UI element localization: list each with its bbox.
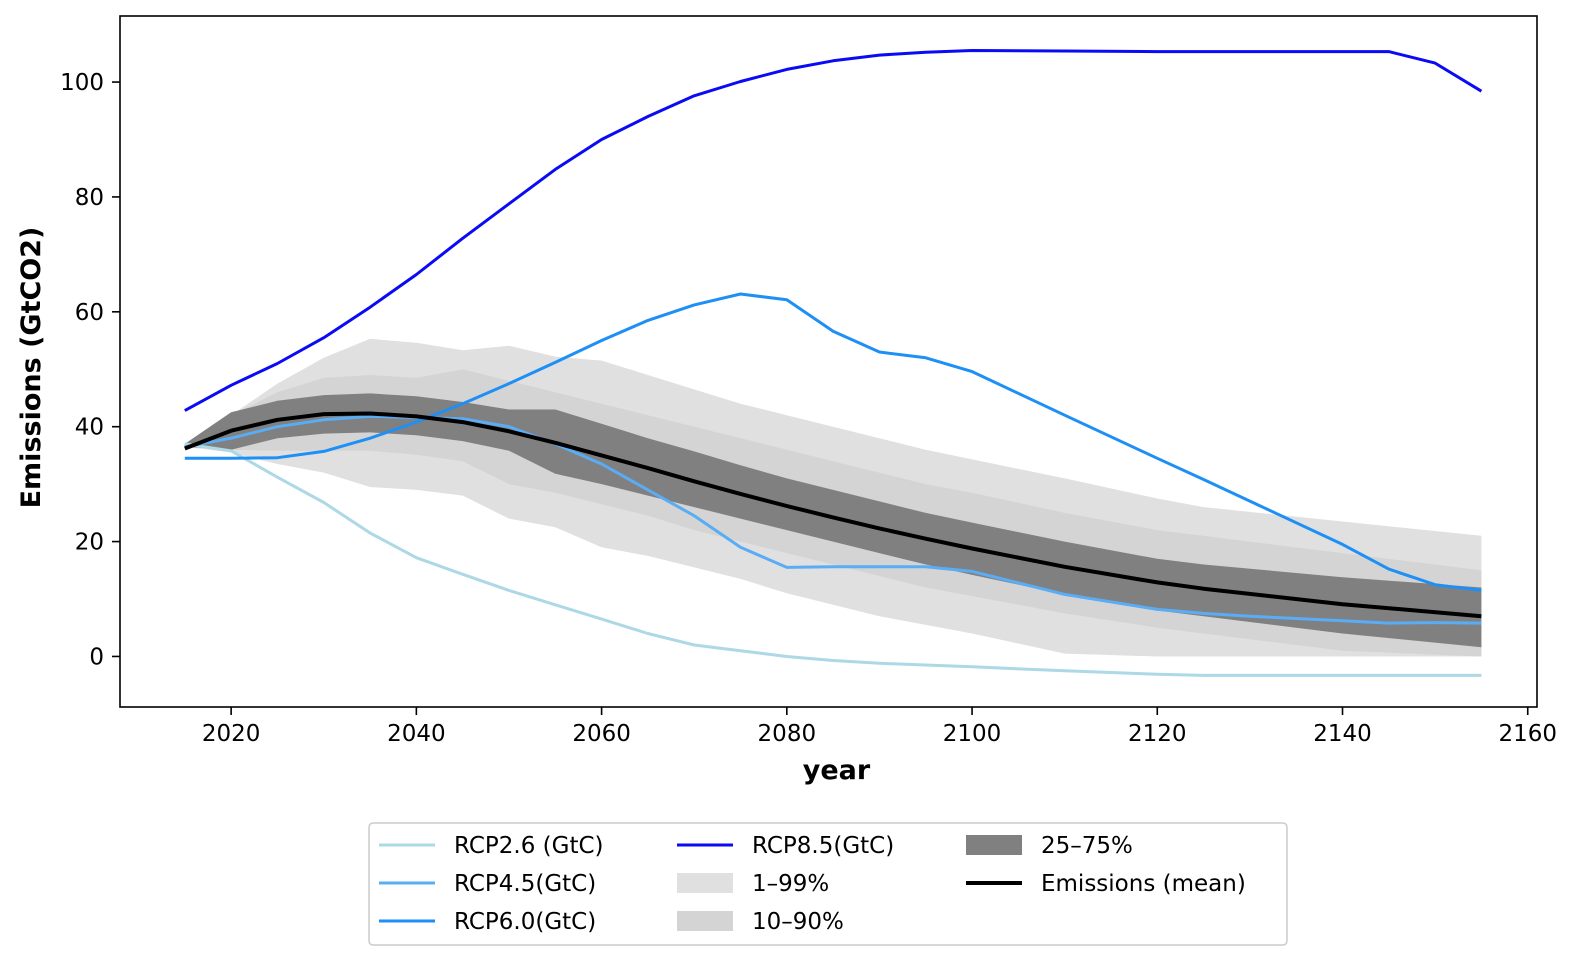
series-line-1: [184, 414, 1482, 625]
legend-label-6: 25–75%: [1041, 833, 1133, 859]
x-tick-label-7: 2160: [1498, 721, 1557, 747]
series-line-4: [184, 411, 1482, 619]
y-tick-label-2: 40: [75, 415, 104, 441]
x-tick-label-4: 2100: [943, 721, 1002, 747]
legend-label-0: RCP2.6 (GtC): [454, 833, 604, 859]
legend-frame: [368, 822, 1288, 946]
percentile-bands: [184, 338, 1482, 657]
series-line-2: [184, 292, 1482, 592]
y-tick-label-1: 20: [75, 530, 104, 556]
x-tick-label-0: 2020: [202, 721, 261, 747]
series-line-0: [184, 442, 1482, 677]
legend-label-7: Emissions (mean): [1041, 871, 1246, 897]
legend-label-3: RCP8.5(GtC): [752, 833, 894, 859]
legend-label-1: RCP4.5(GtC): [454, 871, 596, 897]
legend: RCP2.6 (GtC) RCP4.5(GtC) RCP6.0(GtC) RCP8.5…: [368, 822, 1288, 946]
series-lines: [184, 49, 1483, 677]
x-axis-label: year: [803, 755, 871, 786]
y-tick-label-4: 80: [75, 185, 104, 211]
x-tick-label-5: 2120: [1128, 721, 1187, 747]
legend-label-5: 10–90%: [752, 909, 844, 935]
y-tick-label-0: 0: [89, 644, 104, 670]
y-tick-label-5: 100: [60, 70, 104, 96]
x-tick-label-3: 2080: [758, 721, 817, 747]
legend-swatch-4: [677, 873, 733, 893]
y-axis-label: Emissions (GtCO2): [16, 227, 47, 509]
series-line-3: [184, 49, 1483, 412]
y-tick-label-3: 60: [75, 300, 104, 326]
legend-label-4: 1–99%: [752, 871, 829, 897]
legend-swatch-6: [966, 835, 1022, 855]
x-tick-label-6: 2140: [1313, 721, 1372, 747]
legend-swatch-5: [677, 911, 733, 931]
plot-frame: [119, 15, 1538, 708]
x-axis-ticks: 2020 2040 2060 2080 2100 2120 2140 2160: [202, 707, 1557, 747]
x-tick-label-1: 2040: [387, 721, 446, 747]
legend-label-2: RCP6.0(GtC): [454, 909, 596, 935]
y-axis-ticks: 0 20 40 60 80 100: [60, 70, 120, 670]
x-tick-label-2: 2060: [572, 721, 631, 747]
